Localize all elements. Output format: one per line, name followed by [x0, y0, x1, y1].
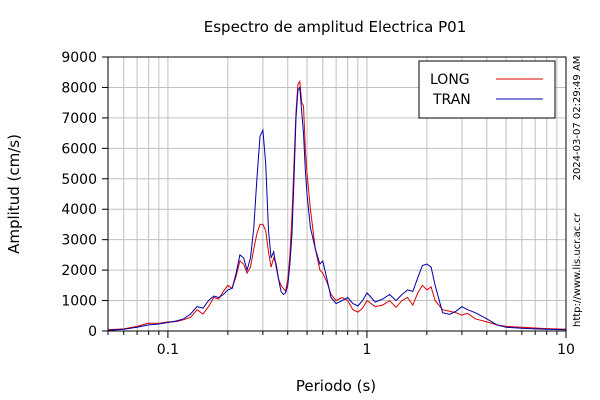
series-line-long	[107, 79, 567, 331]
y-tick-label: 9000	[61, 50, 97, 66]
x-tick-label: 10	[557, 342, 575, 358]
source-url-label: http://www.lis.ucr.ac.cr	[572, 212, 583, 327]
chart-title: Espectro de amplitud Electrica P01	[204, 18, 467, 36]
y-tick-label: 0	[88, 324, 97, 340]
y-tick-label: 4000	[61, 202, 97, 218]
legend-label-long: LONG	[430, 72, 470, 88]
legend-label-tran: TRAN	[432, 92, 471, 108]
x-tick-label: 1	[362, 342, 371, 358]
y-tick-label: 2000	[61, 263, 97, 279]
axis-ticks: 0 1000 2000 3000 4000 5000 6000 7000 8000 9000 0.1…	[61, 50, 575, 358]
timestamp-label: 2024-03-07 02:29:49 AM	[572, 56, 583, 181]
y-tick-label: 5000	[61, 172, 97, 188]
y-tick-label: 3000	[61, 233, 97, 249]
y-tick-label: 1000	[61, 294, 97, 310]
legend: LONG TRAN	[418, 60, 556, 119]
y-axis-label: Amplitud (cm/s)	[5, 134, 23, 254]
plot-frame	[107, 56, 567, 332]
x-axis-label: Periodo (s)	[296, 377, 376, 395]
legend-box	[418, 60, 556, 119]
y-tick-label: 7000	[61, 111, 97, 127]
y-tick-label: 6000	[61, 141, 97, 157]
series-lines	[107, 79, 567, 331]
series-line-tran	[107, 85, 567, 331]
x-tick-label: 0.1	[157, 342, 179, 358]
y-tick-label: 8000	[61, 80, 97, 96]
